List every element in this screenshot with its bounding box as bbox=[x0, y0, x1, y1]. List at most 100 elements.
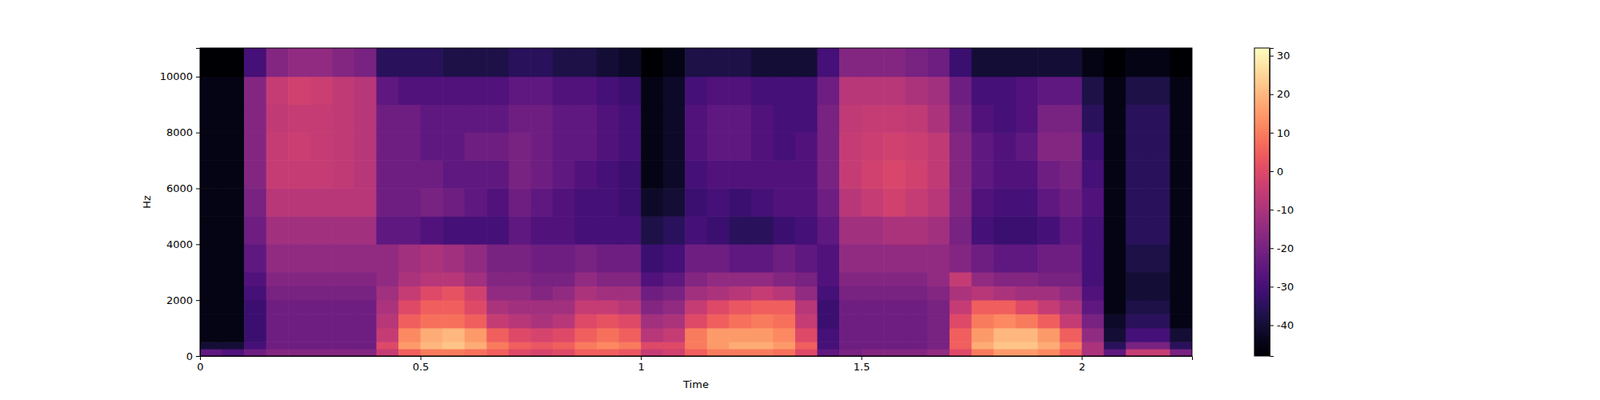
cell bbox=[288, 188, 311, 217]
cell bbox=[376, 244, 399, 273]
cell bbox=[927, 300, 950, 315]
cell bbox=[288, 348, 311, 356]
cell bbox=[1081, 313, 1104, 328]
cell bbox=[927, 188, 950, 217]
cell bbox=[1016, 132, 1039, 161]
cell bbox=[839, 348, 862, 356]
cell bbox=[993, 244, 1016, 273]
cell bbox=[530, 285, 553, 300]
cell bbox=[1016, 244, 1039, 273]
cell bbox=[971, 272, 994, 287]
cell bbox=[354, 341, 377, 349]
cell bbox=[596, 160, 620, 189]
cell bbox=[1016, 104, 1039, 133]
cell bbox=[442, 313, 465, 328]
cell bbox=[663, 328, 686, 343]
cell bbox=[310, 272, 333, 287]
cell bbox=[266, 341, 289, 349]
cell bbox=[1125, 313, 1148, 328]
cell bbox=[486, 76, 509, 105]
tick-mark bbox=[640, 356, 642, 360]
cell bbox=[817, 285, 840, 300]
cell bbox=[839, 244, 862, 273]
cell bbox=[332, 300, 355, 315]
cell bbox=[619, 160, 642, 189]
cell bbox=[1016, 272, 1039, 287]
cell bbox=[1060, 341, 1083, 349]
cell bbox=[640, 348, 664, 356]
tick-mark bbox=[196, 300, 200, 301]
cell bbox=[772, 188, 796, 217]
cell bbox=[1104, 132, 1127, 161]
cell bbox=[883, 244, 906, 273]
cell bbox=[266, 48, 289, 77]
cell bbox=[751, 188, 774, 217]
cell bbox=[707, 160, 730, 189]
cell bbox=[1169, 300, 1192, 315]
cell bbox=[1060, 313, 1083, 328]
tick-label: 0 bbox=[186, 350, 193, 363]
cell bbox=[707, 285, 730, 300]
cell bbox=[619, 76, 642, 105]
tick-mark bbox=[1269, 248, 1274, 249]
cell bbox=[442, 104, 465, 133]
cell bbox=[244, 132, 267, 161]
cell bbox=[1125, 341, 1148, 349]
cell bbox=[288, 132, 311, 161]
cell bbox=[530, 300, 553, 315]
cell bbox=[310, 341, 333, 349]
cell bbox=[728, 348, 752, 356]
cell bbox=[883, 216, 906, 245]
cell bbox=[464, 341, 488, 349]
cell bbox=[1148, 160, 1171, 189]
cell bbox=[332, 160, 355, 189]
cell bbox=[310, 348, 333, 356]
cell bbox=[993, 341, 1016, 349]
cell bbox=[354, 285, 377, 300]
cell bbox=[971, 132, 994, 161]
cell bbox=[1104, 48, 1127, 77]
cell bbox=[1104, 285, 1127, 300]
tick-mark bbox=[1269, 325, 1274, 327]
cell bbox=[927, 341, 950, 349]
cell bbox=[993, 48, 1016, 77]
cell bbox=[266, 328, 289, 343]
cell bbox=[663, 244, 686, 273]
cell bbox=[1148, 341, 1171, 349]
cell bbox=[751, 300, 774, 315]
cell bbox=[663, 341, 686, 349]
axis-line bbox=[200, 356, 1193, 361]
cell bbox=[883, 285, 906, 300]
cell bbox=[1104, 216, 1127, 245]
cell bbox=[398, 272, 421, 287]
cell bbox=[1125, 244, 1148, 273]
cell bbox=[574, 216, 597, 245]
cell bbox=[398, 160, 421, 189]
cell bbox=[1037, 216, 1060, 245]
tick: -20 bbox=[1269, 242, 1294, 255]
cell bbox=[795, 188, 818, 217]
cell bbox=[684, 328, 708, 343]
cell bbox=[707, 244, 730, 273]
cell bbox=[1060, 328, 1083, 343]
cell bbox=[1081, 216, 1104, 245]
cell bbox=[817, 313, 840, 328]
cell bbox=[817, 216, 840, 245]
cell bbox=[244, 341, 267, 349]
tick-mark bbox=[1269, 56, 1274, 57]
cell bbox=[949, 272, 972, 287]
cell bbox=[949, 160, 972, 189]
cell bbox=[574, 313, 597, 328]
cell bbox=[949, 300, 972, 315]
cell bbox=[905, 160, 928, 189]
cell bbox=[1148, 188, 1171, 217]
cell bbox=[398, 348, 421, 356]
cell bbox=[486, 188, 509, 217]
cell bbox=[508, 244, 532, 273]
cell bbox=[728, 160, 752, 189]
cell bbox=[222, 132, 245, 161]
cell bbox=[222, 48, 245, 77]
cell bbox=[772, 104, 796, 133]
cell bbox=[684, 132, 708, 161]
cell bbox=[288, 328, 311, 343]
